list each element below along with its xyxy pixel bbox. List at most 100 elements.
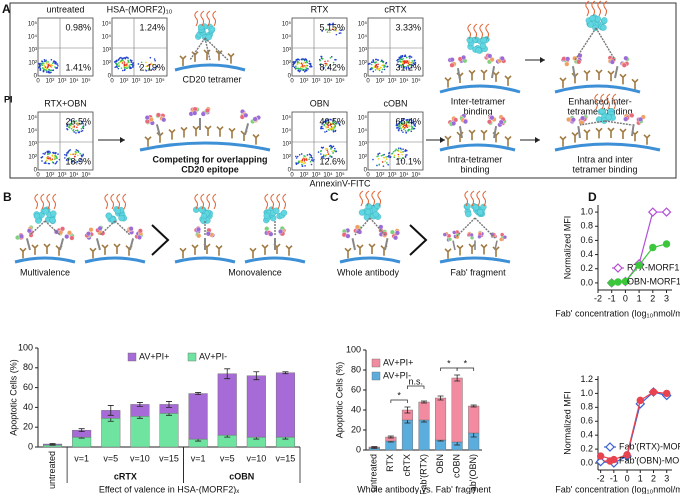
flow-dot <box>76 160 79 163</box>
flow-dot <box>79 152 82 155</box>
flow-dot <box>301 159 304 162</box>
flow-dot <box>397 58 399 61</box>
flow-dot <box>301 163 303 166</box>
y-tick-label: 10³ <box>282 48 291 54</box>
arrow-head <box>440 137 445 143</box>
flow-dot <box>405 149 408 152</box>
flow-dot <box>393 156 396 159</box>
quadrant-value: 65.4% <box>395 116 421 126</box>
flow-dot <box>72 126 74 128</box>
x-tick-label: 10⁴ <box>399 172 409 179</box>
flow-dot <box>43 67 45 69</box>
flow-dot <box>378 69 381 72</box>
cd20 <box>456 244 464 256</box>
x-tick-label: 1 <box>637 293 642 303</box>
antibody-domain <box>86 231 91 237</box>
flow-dot <box>296 63 299 66</box>
flow-dot <box>46 156 48 159</box>
flow-dot <box>117 59 120 61</box>
bar-segment <box>130 416 150 448</box>
plot-label: RTX <box>311 4 329 14</box>
hsa <box>42 208 49 215</box>
flow-dot <box>295 155 297 158</box>
flow-dot <box>298 70 301 73</box>
flow-dot <box>42 63 45 66</box>
antibody-domain <box>489 115 495 121</box>
tether <box>604 120 633 126</box>
annotation: * <box>447 358 451 368</box>
flow-dot <box>405 56 408 59</box>
x-tick-label: v=15 <box>159 453 179 463</box>
flow-dot <box>327 60 329 62</box>
hsa <box>193 206 200 213</box>
antibody-stem <box>614 66 619 79</box>
x-tick-label: 10² <box>376 79 385 85</box>
antibody-domain <box>623 55 629 61</box>
flow-dot <box>156 65 158 68</box>
flow-dot <box>153 58 156 60</box>
flow-dot <box>310 163 313 166</box>
morf <box>600 93 605 110</box>
flow-dot <box>398 122 400 125</box>
y-axis-label: Normalized MFI <box>562 216 572 280</box>
error-bar <box>224 368 231 380</box>
flow-dot <box>412 62 415 64</box>
flow-dot <box>404 54 406 57</box>
flow-dot <box>301 161 304 164</box>
x-tick-label: 10⁵ <box>81 172 91 179</box>
flow-dot <box>320 153 322 155</box>
flow-dot <box>326 119 329 121</box>
flow-dot <box>406 118 409 121</box>
antibody-domain <box>623 116 629 122</box>
flow-dot <box>49 151 51 154</box>
flow-dot <box>43 65 46 67</box>
flow-dot <box>374 62 377 64</box>
cd20 <box>444 77 452 88</box>
y-tick-label: 0 <box>34 74 38 80</box>
morf <box>264 193 269 210</box>
flow-dot <box>297 67 300 70</box>
antibody-domain <box>252 116 258 122</box>
tether <box>474 217 496 239</box>
flow-dot <box>47 162 50 165</box>
flow-dot <box>54 62 56 65</box>
quadrant-value: 1.41% <box>65 62 91 72</box>
flow-dot <box>74 122 77 125</box>
morf <box>212 10 217 27</box>
flow-dot <box>80 130 83 133</box>
flow-dot <box>41 156 44 158</box>
cd20 <box>559 136 567 147</box>
y-tick-label: 10⁵ <box>28 21 38 28</box>
x-axis-label: Effect of valence in HSA-(MORF2)ₓ <box>99 484 239 494</box>
cd20 <box>368 243 376 255</box>
antibody <box>126 226 144 251</box>
flow-dot <box>410 119 413 122</box>
y-tick-label: 10² <box>358 155 367 161</box>
hsa <box>49 217 56 224</box>
y-tick-label: 10² <box>28 61 37 67</box>
flow-dot <box>130 61 133 63</box>
antibody-domain <box>451 120 457 126</box>
flow-dot <box>129 67 131 70</box>
tether <box>369 217 386 236</box>
antibody-domain <box>378 224 384 230</box>
flow-dot <box>385 61 388 64</box>
flow-dot <box>376 65 379 68</box>
x-tick-label: v=5 <box>220 453 235 463</box>
flow-dot <box>302 62 305 64</box>
flow-dot <box>400 66 403 68</box>
y-tick-label: 0 <box>34 168 38 174</box>
flow-dot <box>38 66 40 69</box>
marker <box>596 452 605 460</box>
flow-dot <box>76 123 79 125</box>
hsa <box>475 47 482 54</box>
flow-dot <box>46 159 48 162</box>
cd20 <box>504 75 512 86</box>
quadrant-value: 1.24% <box>139 22 165 32</box>
y-tick-label: 10⁵ <box>358 115 368 122</box>
flow-dot <box>326 63 329 66</box>
flow-dot <box>325 120 327 123</box>
flow-dot <box>408 125 411 128</box>
flow-dot <box>139 66 141 68</box>
flow-dot <box>69 153 72 156</box>
